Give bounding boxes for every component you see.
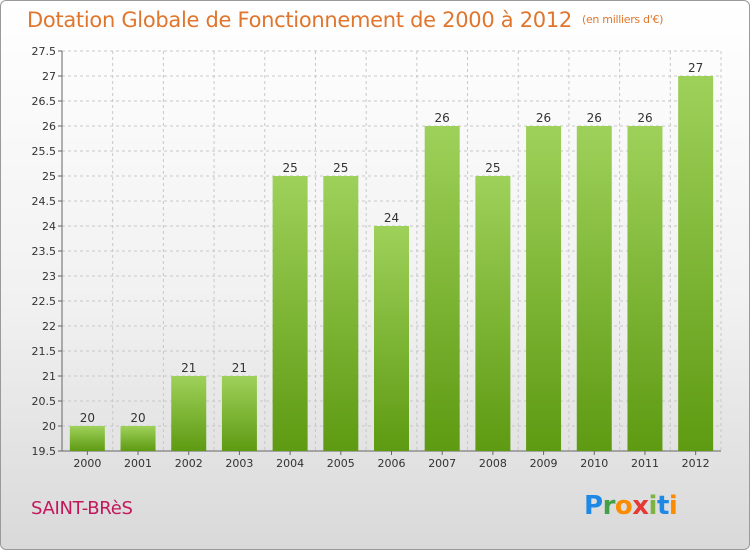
data-label: 25: [333, 161, 348, 175]
x-tick-label: 2003: [225, 457, 253, 470]
chart-title: Dotation Globale de Fonctionnement de 20…: [27, 8, 663, 32]
x-tick-label: 2011: [631, 457, 659, 470]
y-tick-label: 26.5: [32, 95, 57, 108]
y-tick-label: 23: [42, 270, 56, 283]
logo-letter: o: [614, 491, 633, 521]
x-tick-label: 2002: [175, 457, 203, 470]
y-tick-label: 27.5: [32, 45, 57, 58]
y-tick-label: 26: [42, 120, 56, 133]
bar: [627, 126, 663, 451]
chart-subtitle: (en milliers d'€): [581, 13, 664, 26]
data-label: 26: [587, 111, 602, 125]
place-name: SAINT-BRèS: [31, 498, 133, 519]
y-tick-label: 21: [42, 370, 56, 383]
proxiti-logo: Proxiti: [584, 491, 678, 521]
bar: [120, 426, 156, 451]
logo-letter: r: [602, 491, 616, 521]
y-tick-label: 25: [42, 170, 56, 183]
y-tick-label: 20.5: [32, 395, 57, 408]
bar: [475, 176, 511, 451]
y-tick-label: 24.5: [32, 195, 57, 208]
data-label: 26: [435, 111, 450, 125]
data-label: 25: [282, 161, 297, 175]
x-tick-label: 2010: [580, 457, 608, 470]
bar: [374, 226, 409, 451]
y-tick-label: 22.5: [32, 295, 57, 308]
x-tick-label: 2004: [276, 457, 304, 470]
logo-letter: i: [668, 491, 678, 521]
data-label: 26: [536, 111, 551, 125]
chart-title-text: Dotation Globale de Fonctionnement de 20…: [27, 8, 572, 32]
data-label: 24: [384, 211, 399, 225]
data-label: 27: [688, 61, 703, 75]
y-tick-label: 24: [42, 220, 56, 233]
x-tick-label: 2005: [327, 457, 355, 470]
logo-letter: t: [656, 491, 669, 521]
x-tick-label: 2006: [378, 457, 406, 470]
data-label: 25: [485, 161, 500, 175]
bar: [323, 176, 359, 451]
x-tick-label: 2009: [530, 457, 558, 470]
y-tick-label: 25.5: [32, 145, 57, 158]
y-tick-label: 20: [42, 420, 56, 433]
x-tick-label: 2012: [682, 457, 710, 470]
x-tick-label: 2000: [73, 457, 101, 470]
logo-letter: x: [632, 491, 649, 521]
y-tick-label: 19.5: [32, 445, 57, 458]
bar: [69, 426, 105, 451]
bar: [526, 126, 562, 451]
bar: [678, 76, 714, 451]
bar: [424, 126, 460, 451]
bar: [171, 376, 207, 451]
data-label: 20: [80, 411, 95, 425]
labels: 19.5 20 20.5 21 21.5 22 22.5 23 23.5 24 24.5 25 25.5…: [32, 45, 710, 470]
y-tick-label: 21.5: [32, 345, 57, 358]
logo-letter: P: [584, 491, 603, 521]
data-label: 20: [130, 411, 145, 425]
data-label: 21: [232, 361, 247, 375]
y-tick-label: 22: [42, 320, 56, 333]
y-tick-label: 27: [42, 70, 56, 83]
x-tick-label: 2001: [124, 457, 152, 470]
bar: [221, 376, 257, 451]
x-tick-label: 2008: [479, 457, 507, 470]
bars: [69, 76, 714, 451]
data-label: 26: [637, 111, 652, 125]
y-tick-label: 23.5: [32, 245, 57, 258]
x-tick-label: 2007: [428, 457, 456, 470]
logo-letter: i: [648, 491, 658, 521]
data-label: 21: [181, 361, 196, 375]
bar: [576, 126, 612, 451]
bar: [272, 176, 308, 451]
